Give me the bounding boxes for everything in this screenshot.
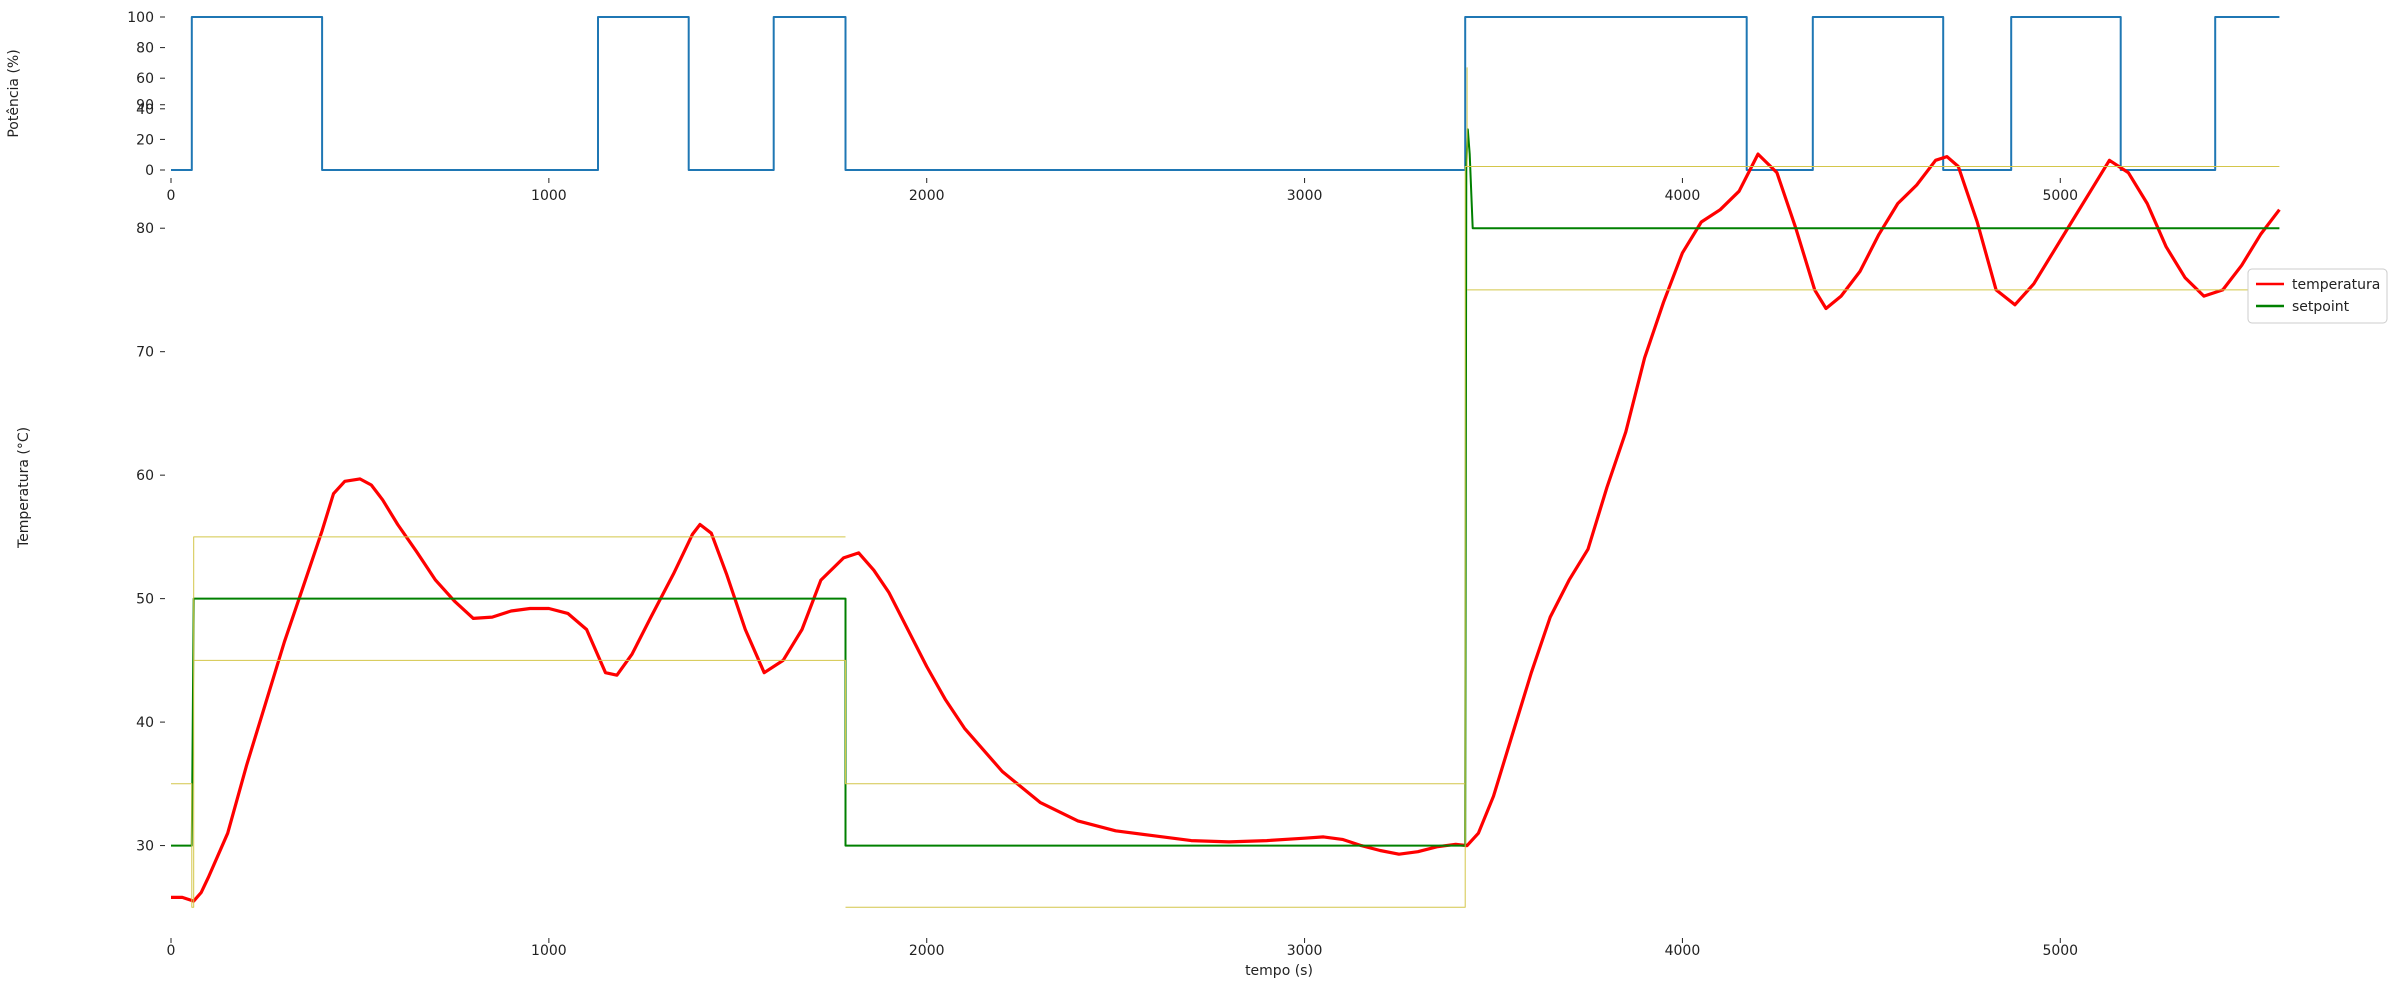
- y-tick-label: 100: [127, 10, 154, 26]
- y-tick-label: 40: [136, 715, 154, 731]
- legend-label: temperatura: [2292, 277, 2380, 293]
- y-tick-label: 30: [136, 839, 154, 855]
- x-tick-label: 0: [167, 188, 176, 204]
- series-line-0-0: [171, 16, 2280, 171]
- x-tick-label: 3000: [1287, 188, 1323, 204]
- y-tick-label: 60: [136, 71, 154, 87]
- y-tick-label: 50: [136, 592, 154, 608]
- x-tick-label: 2000: [909, 188, 945, 204]
- x-tick-label: 4000: [1665, 943, 1701, 959]
- y-tick-label: 40: [136, 102, 154, 118]
- y-axis-label: Temperatura (°C): [16, 427, 32, 549]
- x-axis-label: tempo (s): [1245, 963, 1313, 979]
- x-tick-label: 4000: [1665, 188, 1701, 204]
- y-tick-label: 0: [145, 163, 154, 179]
- x-tick-label: 0: [167, 943, 176, 959]
- y-tick-label: 90: [136, 98, 154, 114]
- series-line-temperatura: [171, 152, 2281, 903]
- legend: temperatura setpoint: [2247, 268, 2388, 324]
- x-tick-label: 1000: [531, 943, 567, 959]
- x-tick-label: 1000: [531, 188, 567, 204]
- y-tick-label: 60: [136, 468, 154, 484]
- y-tick-label: 80: [136, 221, 154, 237]
- y-tick-label: 20: [136, 132, 154, 148]
- x-tick-label: 2000: [909, 943, 945, 959]
- series-line-1-2: [171, 67, 2280, 908]
- y-tick-label: 70: [136, 345, 154, 361]
- legend-box: [2247, 268, 2388, 324]
- x-tick-label: 5000: [2042, 943, 2078, 959]
- x-tick-label: 3000: [1287, 943, 1323, 959]
- series-line-setpoint: [171, 128, 2280, 847]
- y-axis-label: Potência (%): [6, 49, 22, 137]
- legend-label: setpoint: [2292, 299, 2350, 315]
- y-tick-label: 80: [136, 41, 154, 57]
- x-tick-label: 5000: [2042, 188, 2078, 204]
